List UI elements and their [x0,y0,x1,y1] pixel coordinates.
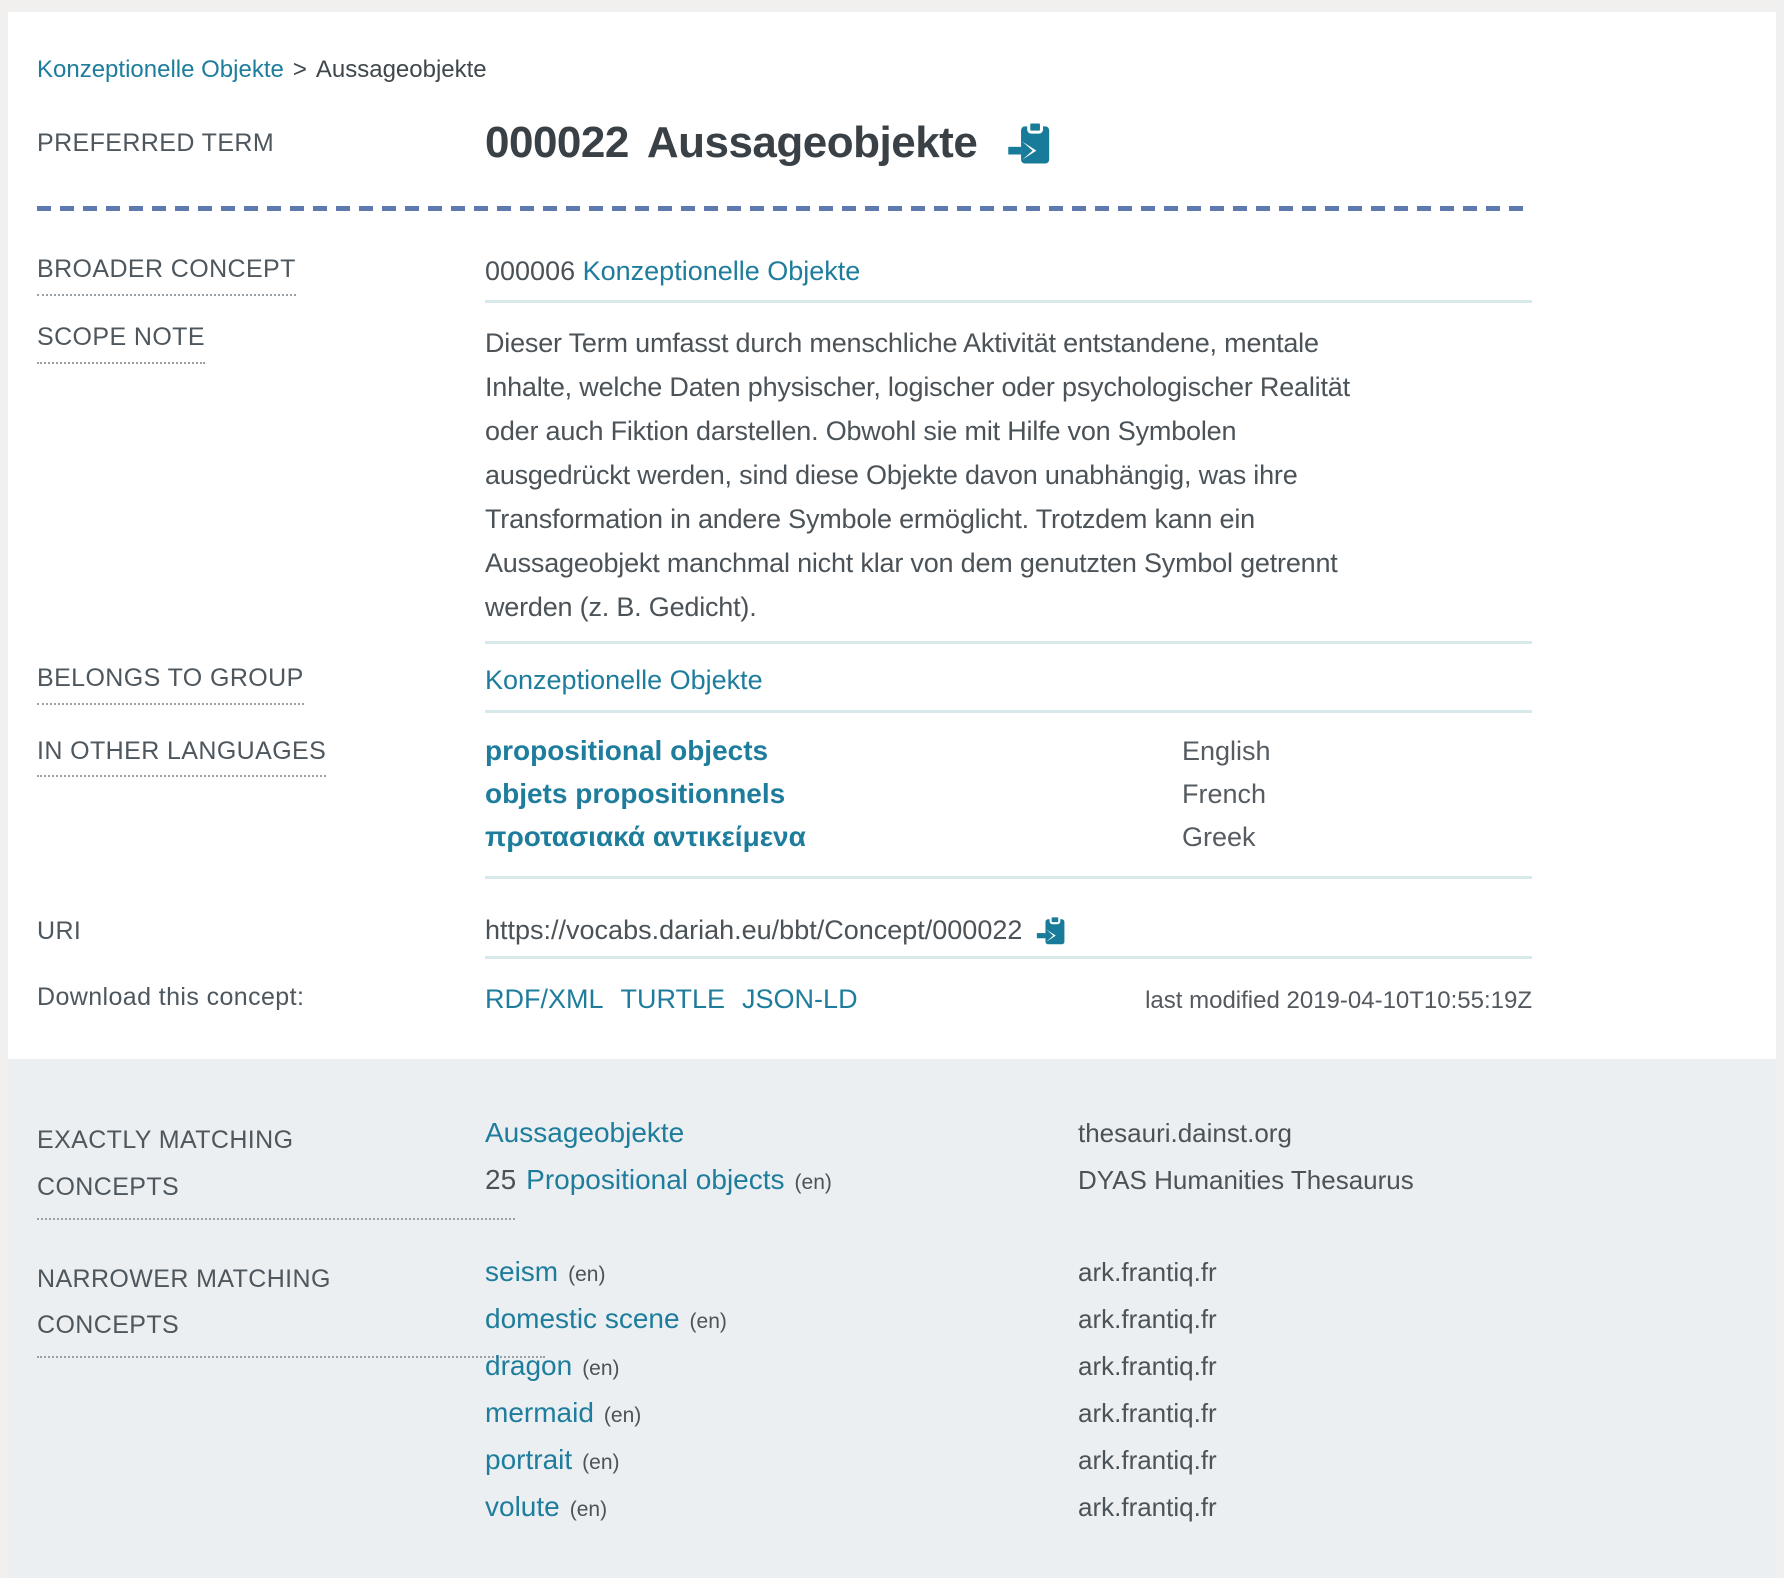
match-lang-tag: (en) [794,1171,832,1195]
download-link-rdfxml[interactable]: RDF/XML [485,983,604,1014]
download-link-jsonld[interactable]: JSON-LD [742,983,858,1014]
broader-concept-row: BROADER CONCEPT 000006 Konzeptionelle Ob… [37,253,1532,304]
match-row: 25 Propositional objects (en) DYAS Human… [485,1164,1532,1196]
language-term-link[interactable]: objets propositionnels [485,777,786,809]
concept-title: Aussageobjekte [646,118,978,167]
match-source: DYAS Humanities Thesaurus [1078,1165,1414,1196]
language-term-link[interactable]: propositional objects [485,734,769,766]
dashed-divider [37,206,1532,211]
exact-matching-row: EXACTLY MATCHING CONCEPTS Aussageobjekte… [37,1117,1532,1220]
breadcrumb: Konzeptionelle Objekte > Aussageobjekte [37,56,1532,84]
match-lang-tag: (en) [569,1497,608,1521]
match-row: portrait (en) ark.frantiq.fr [485,1444,1532,1476]
match-source: thesauri.dainst.org [1078,1118,1292,1149]
preferred-term-row: PREFERRED TERM 000022 Aussageobjekte [37,118,1532,168]
language-row: propositional objects English [485,735,1532,767]
clipboard-copy-icon[interactable] [1007,120,1053,166]
match-term-link[interactable]: Propositional objects [526,1164,785,1196]
match-term-link[interactable]: mermaid [485,1396,594,1428]
breadcrumb-current: Aussageobjekte [315,56,487,83]
language-row: προτασιακά αντικείμενα Greek [485,821,1532,853]
narrower-matching-list: seism (en) ark.frantiq.fr domestic scene… [485,1256,1532,1538]
match-source: ark.frantiq.fr [1078,1444,1217,1475]
last-modified-text: last modified 2019-04-10T10:55:19Z [1145,986,1532,1014]
other-languages-label: IN OTHER LANGUAGES [37,735,327,778]
match-row: dragon (en) ark.frantiq.fr [485,1350,1532,1382]
narrower-matching-row: NARROWER MATCHING CONCEPTS seism (en) ar… [37,1256,1532,1538]
match-term-link[interactable]: Aussageobjekte [485,1117,685,1149]
scope-note-text: Dieser Term umfasst durch menschliche Ak… [485,321,1532,645]
narrower-matching-label: NARROWER MATCHING CONCEPTS [37,1256,545,1359]
concept-id: 000022 [485,118,629,167]
match-term-link[interactable]: domestic scene [485,1302,680,1334]
download-label: Download this concept: [37,982,305,1011]
match-source: ark.frantiq.fr [1078,1397,1217,1428]
download-formats: RDF/XML TURTLE JSON-LD [485,981,858,1017]
belongs-to-group-label: BELONGS TO GROUP [37,662,304,705]
exact-matching-list: Aussageobjekte thesauri.dainst.org 25 Pr… [485,1117,1532,1211]
preferred-term-label: PREFERRED TERM [37,128,275,157]
match-source: ark.frantiq.fr [1078,1256,1217,1287]
uri-row: URI https://vocabs.dariah.eu/bbt/Concept… [37,915,1532,959]
match-lang-tag: (en) [689,1309,727,1333]
match-term-link[interactable]: volute [485,1490,560,1522]
download-link-turtle[interactable]: TURTLE [620,983,726,1014]
match-term-link[interactable]: dragon [485,1349,573,1381]
uri-label: URI [37,916,82,945]
match-row: Aussageobjekte thesauri.dainst.org [485,1117,1532,1149]
match-source: ark.frantiq.fr [1078,1303,1217,1334]
broader-concept-link[interactable]: Konzeptionelle Objekte [582,256,861,286]
breadcrumb-separator: > [292,56,307,83]
download-row: Download this concept: RDF/XML TURTLE JS… [37,981,1532,1017]
broader-concept-value: 000006 Konzeptionelle Objekte [485,253,1532,304]
language-name: French [1182,778,1267,809]
match-term-link[interactable]: seism [485,1255,559,1287]
exact-matching-label: EXACTLY MATCHING CONCEPTS [37,1117,515,1220]
match-row: domestic scene (en) ark.frantiq.fr [485,1303,1532,1335]
match-lang-tag: (en) [568,1262,606,1286]
scope-note-row: SCOPE NOTE Dieser Term umfasst durch men… [37,321,1532,645]
scope-note-label: SCOPE NOTE [37,321,205,364]
concept-heading: 000022 Aussageobjekte [485,118,1532,168]
uri-value: https://vocabs.dariah.eu/bbt/Concept/000… [485,914,1023,945]
group-link[interactable]: Konzeptionelle Objekte [485,665,763,696]
uri-clipboard-copy-icon[interactable] [1036,915,1067,946]
language-row: objets propositionnels French [485,778,1532,810]
other-languages-row: IN OTHER LANGUAGES propositional objects… [37,735,1532,879]
match-lang-tag: (en) [582,1356,620,1380]
concept-card: Konzeptionelle Objekte > Aussageobjekte … [8,12,1776,1060]
breadcrumb-link-parent[interactable]: Konzeptionelle Objekte [37,56,284,83]
match-source: ark.frantiq.fr [1078,1350,1217,1381]
broader-concept-label: BROADER CONCEPT [37,253,296,296]
language-term-link[interactable]: προτασιακά αντικείμενα [485,820,806,852]
match-term-link[interactable]: portrait [485,1443,573,1475]
language-name: Greek [1182,821,1256,852]
belongs-to-group-row: BELONGS TO GROUP Konzeptionelle Objekte [37,662,1532,713]
match-source: ark.frantiq.fr [1078,1491,1217,1522]
broader-concept-id: 000006 [485,256,576,286]
match-row: mermaid (en) ark.frantiq.fr [485,1397,1532,1429]
other-languages-list: propositional objects English objets pro… [485,735,1532,879]
match-row: seism (en) ark.frantiq.fr [485,1256,1532,1288]
language-name: English [1182,735,1271,766]
match-prefix: 25 [485,1164,517,1196]
match-lang-tag: (en) [582,1450,620,1474]
matching-concepts-section: EXACTLY MATCHING CONCEPTS Aussageobjekte… [8,1059,1776,1578]
match-row: volute (en) ark.frantiq.fr [485,1491,1532,1523]
match-lang-tag: (en) [603,1403,642,1427]
